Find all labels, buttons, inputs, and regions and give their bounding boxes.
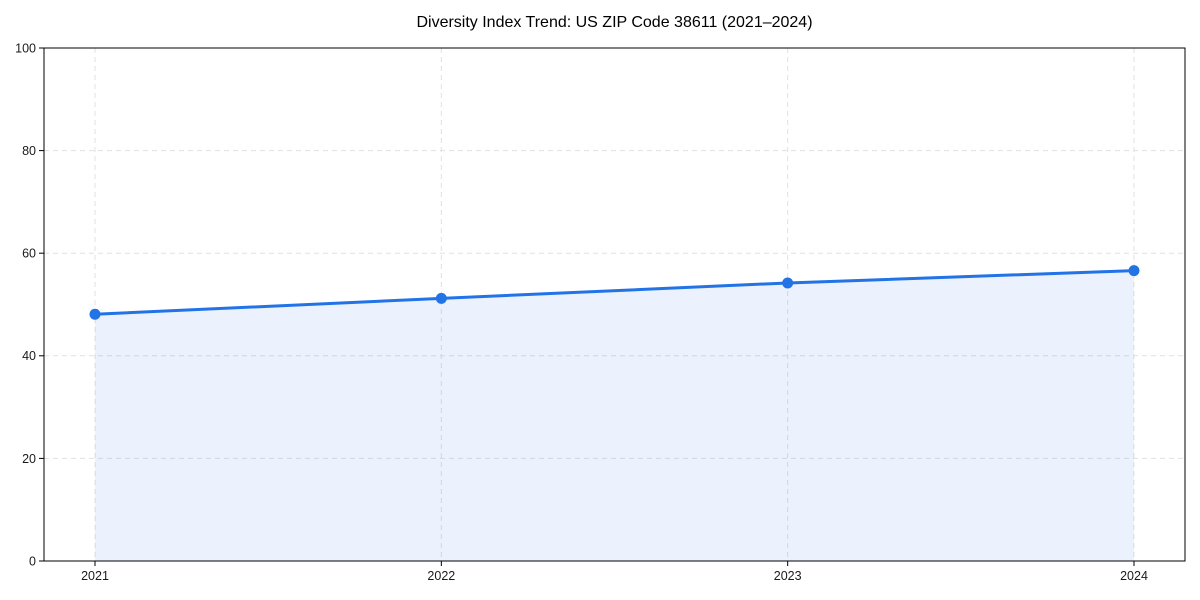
x-tick-label: 2021 — [81, 569, 109, 583]
trend-line — [93, 269, 1136, 316]
y-tick-label: 40 — [22, 349, 36, 363]
data-point-2023 — [782, 277, 794, 289]
y-tick-label: 80 — [22, 144, 36, 158]
data-point-2022 — [435, 292, 447, 304]
x-tick-label: 2024 — [1120, 569, 1148, 583]
x-tick-label: 2022 — [427, 569, 455, 583]
y-tick-label: 100 — [15, 41, 36, 55]
data-point-2021 — [89, 308, 101, 320]
area-fill — [95, 270, 1134, 561]
x-tick-label: 2023 — [774, 569, 802, 583]
y-tick-label: 60 — [22, 247, 36, 261]
plot-frame — [43, 47, 1186, 562]
y-tick-label: 0 — [29, 554, 36, 568]
y-tick-label: 20 — [22, 452, 36, 466]
chart-title: Diversity Index Trend: US ZIP Code 38611… — [416, 14, 813, 31]
data-point-2024 — [1128, 265, 1140, 277]
